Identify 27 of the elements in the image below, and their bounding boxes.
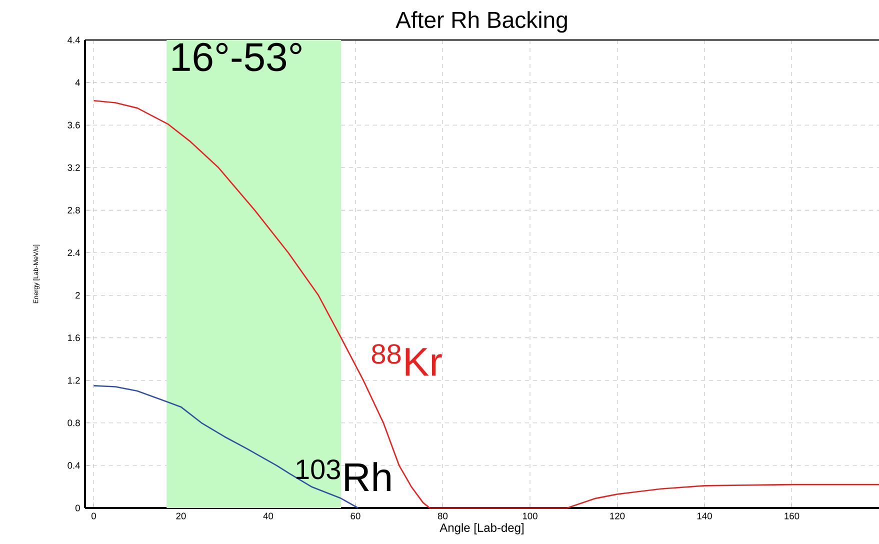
y-tick-label: 4: [75, 79, 80, 86]
y-tick-label: 2.8: [68, 206, 80, 214]
y-tick-label: 3.2: [68, 164, 80, 171]
x-tick-label: 80: [438, 512, 448, 520]
y-tick-label: 3.6: [68, 122, 80, 128]
y-tick-label: 4.4: [68, 36, 80, 44]
y-tick-label: 2: [76, 292, 80, 299]
band-label: 16°-53°: [172, 42, 302, 72]
x-tick-label: 140: [697, 512, 712, 520]
x-tick-label: 0: [91, 512, 96, 520]
y-tick-label: 0.4: [68, 462, 80, 469]
series-label: $^{88}$Kr: [372, 344, 442, 376]
x-axis-title: Angle [Lab-deg]: [440, 523, 524, 534]
y-tick-label: 0.8: [68, 420, 80, 426]
chart-title: After Rh Backing: [396, 11, 567, 33]
x-tick-label: 20: [176, 512, 186, 520]
y-tick-label: 1.6: [68, 334, 80, 342]
x-tick-label: 40: [263, 512, 274, 520]
line-series: [93, 100, 879, 509]
x-tick-label: 120: [610, 512, 625, 520]
y-tick-label: 2.4: [68, 249, 80, 256]
series-label: $^{103}$Rh: [296, 459, 390, 492]
y-tick-label: 1.2: [68, 377, 80, 384]
x-tick-label: 100: [522, 512, 538, 520]
x-tick-label: 60: [350, 512, 360, 520]
y-tick-label: 0: [75, 504, 80, 512]
x-tick-label: 160: [784, 512, 800, 520]
